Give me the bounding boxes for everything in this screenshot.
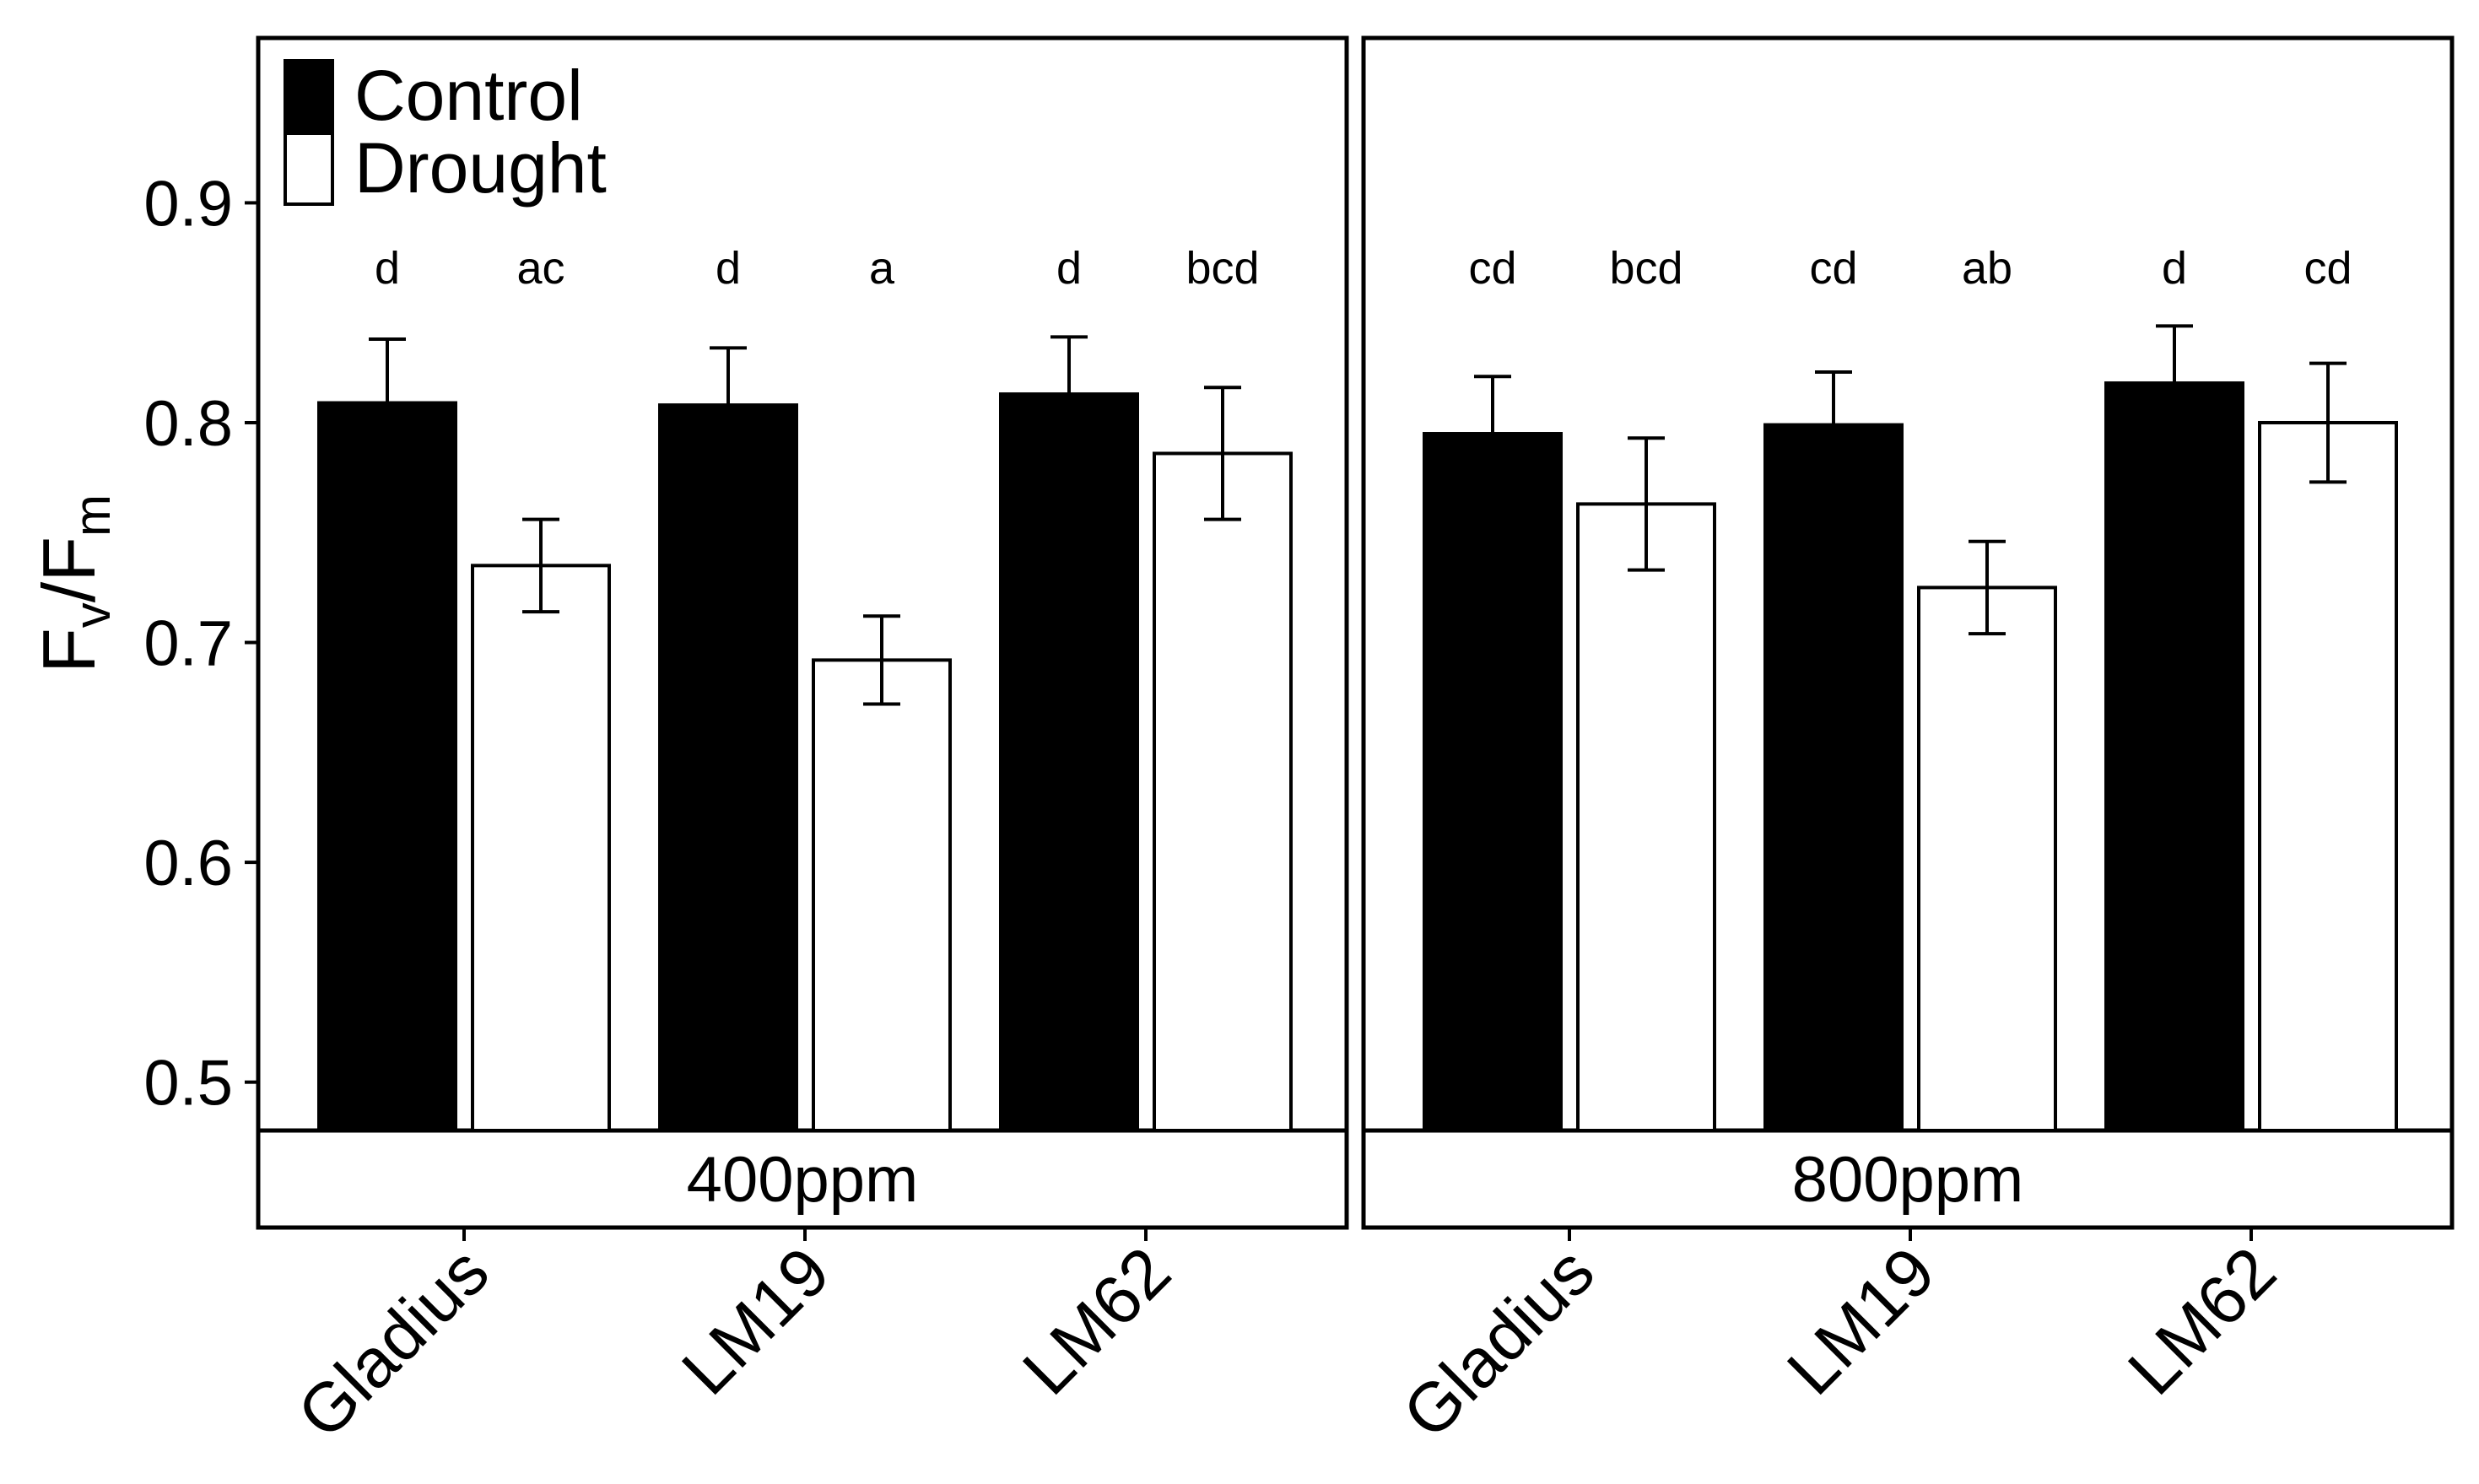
bar-control [317,401,457,1132]
significance-label: a [869,243,895,294]
y-tick-label: 0.6 [143,828,233,899]
panels: 400ppm Gladius d ac LM19 d a LM62 d bcd 800ppm Glad… [256,35,2455,1453]
significance-label: bcd [1185,243,1259,294]
y-tick-label: 0.5 [143,1048,233,1120]
significance-label: d [716,243,741,294]
x-tick-label: LM19 [667,1233,844,1409]
y-tick-label: 0.9 [143,168,233,240]
y-axis-title: Fv/Fm [27,494,121,673]
significance-label: cd [1468,243,1516,294]
x-tick-label: LM19 [1773,1233,1949,1409]
y-title-sub-m: m [64,494,121,537]
bar-drought [1153,451,1293,1132]
significance-label: cd [1809,243,1857,294]
y-title-f2: F [27,537,111,582]
significance-label: d [2162,243,2187,294]
legend-swatch-control [284,59,334,133]
x-tick-label: Gladius [1389,1233,1609,1453]
panel-strip [256,1128,1349,1230]
y-tick-label: 0.8 [143,388,233,460]
x-tick-label: LM62 [2114,1233,2290,1409]
y-title-sub-v: v [64,602,121,628]
bar-control [1423,432,1563,1132]
legend-label-control: Control [354,56,583,135]
significance-label: cd [2303,243,2352,294]
panel-strip-label: 400ppm [687,1144,919,1216]
bar-drought [812,658,952,1132]
bar-drought [471,564,611,1132]
panel-800ppm: 800ppm Gladius cd bcd LM19 cd ab LM62 d cd [1361,35,2455,1453]
bar-control [2104,381,2244,1132]
x-tick-label: Gladius [284,1233,504,1453]
bar-drought [1917,586,2057,1132]
bar-control [999,392,1139,1132]
bar-drought [2258,420,2398,1132]
legend-label-drought: Drought [354,128,607,208]
x-tick-label: LM62 [1008,1233,1185,1409]
y-title-f1: F [27,628,111,673]
bar-control [658,403,798,1132]
panel-strip [1361,1128,2455,1230]
panel-strip-label: 800ppm [1792,1144,2024,1216]
y-title-slash: / [27,581,111,602]
legend-swatch-drought [284,132,334,206]
significance-label: d [1056,243,1082,294]
significance-label: ab [1962,243,2012,294]
bar-drought [1576,502,1716,1132]
significance-label: d [375,243,400,294]
significance-label: ac [516,243,564,294]
bar-control [1763,423,1904,1132]
svg-text:Fv/Fm: Fv/Fm [27,494,121,673]
panel-400ppm: 400ppm Gladius d ac LM19 d a LM62 d bcd [256,35,1349,1453]
y-axis: 0.5 0.6 0.7 0.8 0.9 [143,38,261,1228]
significance-label: bcd [1609,243,1682,294]
y-tick-label: 0.7 [143,608,233,680]
